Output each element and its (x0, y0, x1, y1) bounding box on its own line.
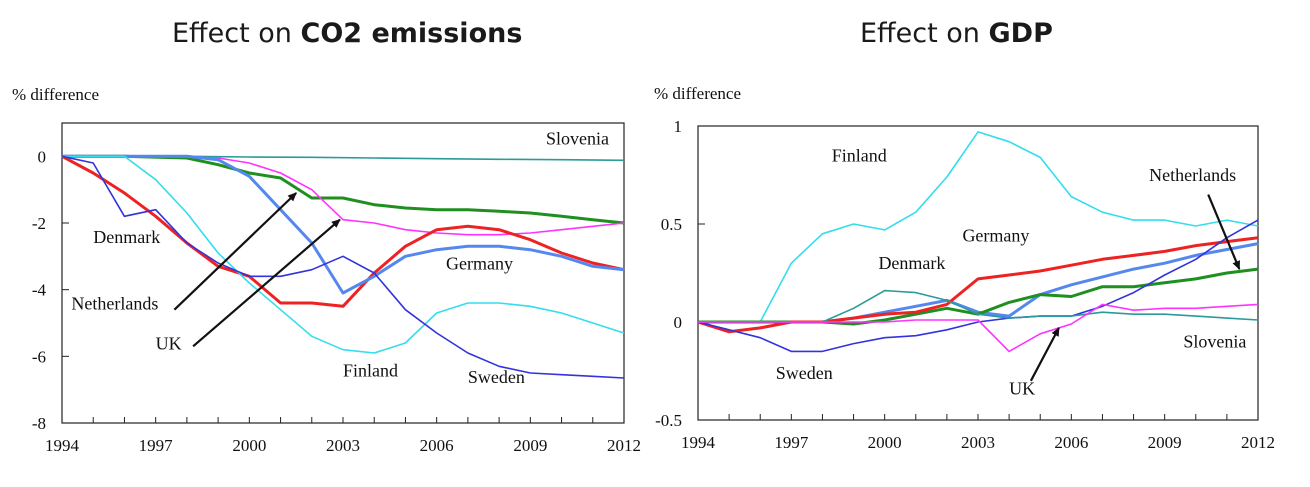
gdp-label-uk: UK (1009, 379, 1035, 399)
co2-series-sweden (61, 155, 625, 379)
co2-x-tick-label: 2003 (326, 436, 360, 455)
gdp-series-slovenia (698, 289, 1259, 323)
gdp-series-germany (698, 267, 1259, 326)
co2-annotation-arrow (173, 192, 297, 311)
co2-x-tick-label: 1997 (139, 436, 174, 455)
co2-x-tick-label: 2009 (513, 436, 547, 455)
gdp-label-sweden: Sweden (776, 363, 833, 383)
gdp-y-tick-label: 0 (674, 313, 683, 332)
co2-series-denmark (61, 154, 625, 308)
gdp-annotation-arrow (1207, 194, 1241, 271)
co2-x-tick-label: 2012 (607, 436, 641, 455)
gdp-x-tick-label: 1994 (681, 433, 716, 452)
gdp-x-tick-label: 2000 (868, 433, 902, 452)
gdp-label-germany: Germany (962, 226, 1029, 246)
co2-y-tick-label: -6 (32, 347, 46, 366)
co2-x-tick-label: 2006 (420, 436, 454, 455)
co2-series-uk (61, 155, 625, 236)
gdp-series-finland (698, 131, 1259, 323)
gdp-series-uk (698, 303, 1259, 353)
gdp-label-slovenia: Slovenia (1183, 331, 1246, 351)
co2-series-netherlands (62, 154, 625, 295)
gdp-series-denmark (697, 236, 1259, 334)
co2-label-germany: Germany (446, 254, 513, 274)
gdp-x-tick-label: 2006 (1054, 433, 1088, 452)
co2-x-tick-label: 1994 (45, 436, 80, 455)
co2-y-tick-label: -4 (32, 281, 47, 300)
gdp-label-netherlands: Netherlands (1149, 165, 1236, 185)
co2-y-tick-label: -2 (32, 214, 46, 233)
gdp-x-tick-label: 2012 (1241, 433, 1275, 452)
gdp-x-tick-label: 2003 (961, 433, 995, 452)
gdp-x-tick-label: 1997 (774, 433, 809, 452)
co2-series-finland (62, 155, 625, 354)
gdp-series-sweden (697, 219, 1259, 353)
gdp-y-tick-label: 0.5 (661, 215, 682, 234)
co2-label-finland: Finland (343, 360, 398, 380)
co2-chart-title: Effect on CO2 emissions (172, 18, 523, 49)
co2-series-germany (62, 154, 625, 225)
gdp-label-finland: Finland (832, 145, 887, 165)
co2-y-tick-label: -8 (32, 414, 46, 433)
gdp-label-denmark: Denmark (878, 253, 945, 273)
gdp-annotation-arrow (1029, 326, 1060, 382)
co2-label-slovenia: Slovenia (546, 129, 609, 149)
co2-label-denmark: Denmark (93, 227, 160, 247)
co2-label-sweden: Sweden (468, 367, 525, 387)
co2-emissions-chart: % difference 1994 1997 2000 2003 2006 2009 2012… (12, 85, 641, 455)
gdp-chart: % difference 1994 1997 2000 2003 2006 2009 2012… (654, 84, 1275, 452)
co2-y-tick-label: 0 (38, 147, 47, 166)
co2-x-tick-label: 2000 (232, 436, 266, 455)
co2-label-netherlands: Netherlands (71, 294, 158, 314)
gdp-x-tick-label: 2009 (1148, 433, 1182, 452)
gdp-y-axis-label: % difference (654, 84, 741, 103)
gdp-y-tick-label: 1 (674, 117, 683, 136)
co2-y-axis-label: % difference (12, 85, 99, 104)
co2-label-uk: UK (156, 334, 182, 354)
gdp-chart-title: Effect on GDP (860, 18, 1053, 49)
co2-annotation-arrow (192, 218, 341, 348)
gdp-y-tick-label: -0.5 (655, 411, 682, 430)
